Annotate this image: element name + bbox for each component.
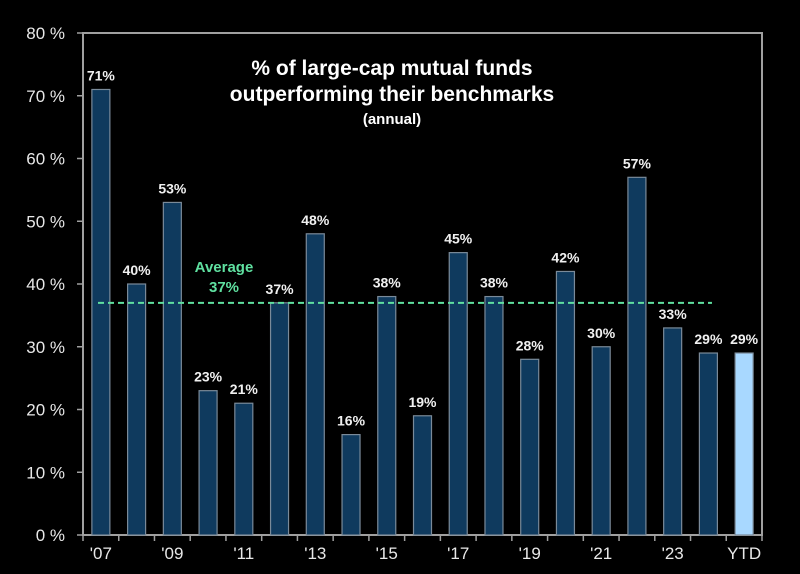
y-tick-label: 30 % — [26, 338, 65, 357]
bar-23 — [663, 327, 683, 536]
y-tick-label: 0 % — [36, 526, 65, 545]
y-tick-label: 80 % — [26, 24, 65, 43]
data-label: 29% — [694, 331, 723, 347]
bar-YTD — [734, 352, 754, 536]
bar-09 — [162, 201, 182, 536]
data-label: 57% — [623, 155, 652, 171]
data-label: 38% — [480, 275, 509, 291]
bar-22 — [627, 176, 647, 536]
y-tick-label: 40 % — [26, 275, 65, 294]
data-label: 23% — [194, 369, 223, 385]
data-label: 48% — [301, 212, 330, 228]
axes: 0 % 10 % 20 % 30 % 40 % 50 % 60 % 70 % 80 % '07 '0… — [26, 24, 763, 563]
average-value-label: 37% — [209, 279, 239, 296]
x-tick-label: '09 — [161, 544, 183, 563]
x-tick-label: '21 — [590, 544, 612, 563]
data-label: 38% — [373, 275, 402, 291]
y-tick-label: 10 % — [26, 463, 65, 482]
data-label: 19% — [408, 394, 437, 410]
chart-title: % of large-cap mutual funds — [251, 57, 532, 80]
bar-12 — [269, 302, 290, 536]
data-label: 71% — [87, 67, 116, 83]
y-tick-label: 60 % — [26, 150, 65, 169]
bar-15 — [377, 295, 397, 536]
bar-16 — [412, 415, 433, 536]
bar-08 — [127, 283, 147, 536]
chart-title-line2: outperforming their benchmarks — [230, 83, 554, 106]
x-tick-label: '07 — [90, 544, 112, 563]
x-tick-label: '23 — [662, 544, 684, 563]
data-label: 21% — [230, 381, 259, 397]
chart-subtitle: (annual) — [363, 111, 421, 128]
x-tick-label: YTD — [727, 544, 761, 563]
data-label: 28% — [516, 337, 545, 353]
bar-18 — [484, 295, 504, 536]
bar-17 — [448, 252, 468, 536]
y-tick-label: 20 % — [26, 401, 65, 420]
bar-13 — [305, 233, 325, 536]
bar-19 — [520, 358, 540, 536]
bar-10 — [198, 390, 218, 536]
data-label: 42% — [551, 249, 580, 265]
data-label: 29% — [730, 331, 759, 347]
bar-21 — [591, 346, 611, 536]
bars: 71% 40% 53% 23% 21% 37% 48% 16% 38% 19% 45% 38% 28% 4… — [87, 67, 759, 536]
data-label: 37% — [266, 281, 295, 297]
x-tick-label: '19 — [519, 544, 541, 563]
x-tick-label: '17 — [447, 544, 469, 563]
bar-07 — [91, 88, 111, 536]
data-label: 30% — [587, 325, 616, 341]
bar-14 — [341, 434, 361, 536]
data-label: 33% — [659, 306, 688, 322]
x-tick-label: '11 — [233, 544, 254, 563]
bar-20 — [555, 270, 576, 536]
y-tick-label: 50 % — [26, 212, 65, 231]
bar-24 — [698, 352, 718, 536]
bar-11 — [234, 402, 254, 536]
y-tick-label: 70 % — [26, 87, 65, 106]
data-label: 40% — [123, 262, 152, 278]
x-tick-label: '13 — [304, 544, 326, 563]
data-label: 45% — [444, 231, 473, 247]
x-tick-label: '15 — [376, 544, 398, 563]
data-label: 53% — [158, 180, 187, 196]
average-label: Average — [195, 259, 254, 276]
data-label: 16% — [337, 413, 366, 429]
